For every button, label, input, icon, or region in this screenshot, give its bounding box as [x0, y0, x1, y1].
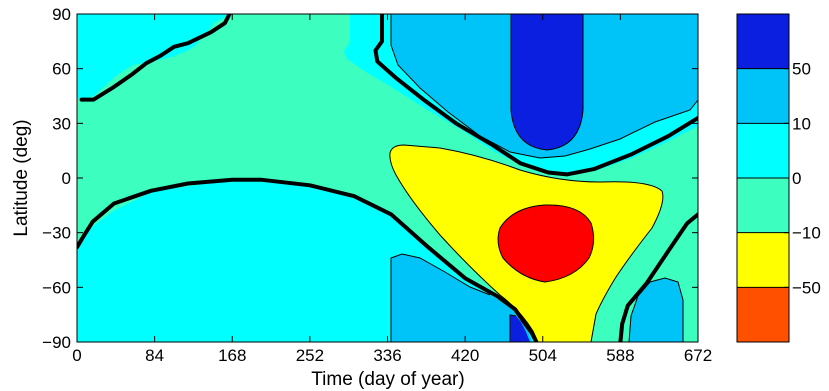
y-tick-label: 60	[52, 60, 71, 79]
x-axis-ticks: 0 84 168 252 336 420 504 588 672	[72, 14, 712, 365]
region-positive-bottom-right	[629, 278, 683, 342]
colorbar-tick-label: 0	[792, 169, 801, 188]
y-tick-label: −30	[42, 224, 71, 243]
y-tick-label: 90	[52, 5, 71, 24]
thin-contour-bottom-center	[390, 253, 491, 342]
x-tick-label: 84	[145, 346, 164, 365]
y-axis-ticks: −90 −60 −30 0 30 60 90	[42, 5, 698, 352]
x-tick-label: 336	[373, 346, 401, 365]
colorbar-segment	[737, 68, 789, 124]
colorbar-segment	[737, 14, 789, 69]
x-tick-label: 0	[72, 346, 81, 365]
x-tick-label: 588	[606, 346, 634, 365]
colorbar-frame	[736, 13, 790, 343]
y-tick-label: 30	[52, 114, 71, 133]
zero-contour-4	[618, 212, 698, 342]
thin-contour-strong-negative	[497, 204, 595, 283]
zero-contour-lines	[77, 14, 698, 342]
region-strong-positive-bottom	[510, 315, 530, 342]
y-tick-label: 0	[62, 169, 71, 188]
zero-contour-3	[373, 14, 698, 177]
colorbar-segment	[737, 287, 789, 342]
region-positive-bottom-center	[391, 254, 532, 342]
colorbar-segment	[737, 232, 789, 288]
colorbar-segment	[737, 123, 789, 178]
zero-contour-1	[77, 177, 539, 342]
x-tick-label: 168	[218, 346, 246, 365]
colorbar-tick-label: 50	[792, 60, 811, 79]
thin-contour-bottom-right	[628, 277, 684, 342]
thin-contour-bottom-strong	[509, 314, 517, 342]
zero-contour-2	[79, 14, 232, 102]
colorbar-segment	[737, 178, 789, 233]
colorbar-tick-label: −50	[792, 278, 821, 297]
x-tick-label: 252	[296, 346, 324, 365]
thin-contour-top-positive	[390, 14, 698, 159]
x-axis-label: Time (day of year)	[311, 369, 464, 390]
colorbar-tick-label: 10	[792, 114, 811, 133]
colorbar: 50 10 0 −10 −50	[736, 13, 821, 343]
thin-contour-top-strong	[510, 14, 584, 151]
y-tick-label: −60	[42, 278, 71, 297]
thin-contour-lines	[389, 14, 698, 342]
region-weak-positive-top-left	[77, 14, 229, 99]
y-axis-label: Latitude (deg)	[11, 119, 32, 236]
x-tick-label: 504	[529, 346, 557, 365]
y-tick-label: −90	[42, 333, 71, 352]
region-strong-negative	[498, 204, 594, 282]
contour-regions	[77, 14, 698, 342]
x-tick-label: 420	[451, 346, 479, 365]
region-strong-positive-top	[511, 14, 583, 150]
colorbar-tick-label: −10	[792, 224, 821, 243]
x-tick-label: 672	[684, 346, 712, 365]
